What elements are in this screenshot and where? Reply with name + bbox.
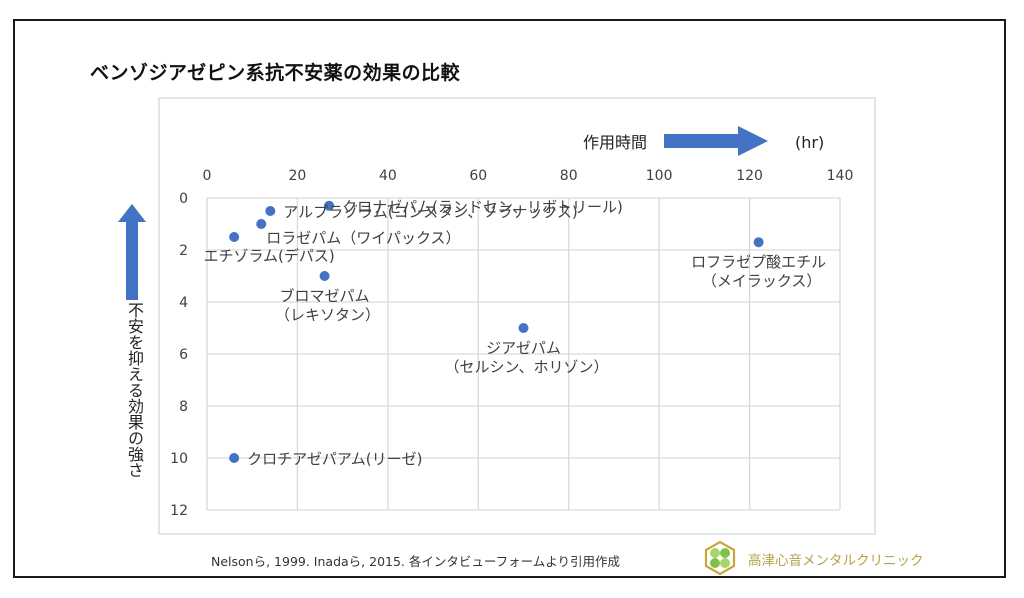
data-labels: クロナゼパム(ランドセン、リボトリール)アルプラゾラム(コンスタン、ソラナックス… [203,198,826,468]
page-title: ベンゾジアゼピン系抗不安薬の効果の比較 [90,62,461,84]
x-tick-label: 60 [469,168,487,184]
data-label: エチゾラム(デパス) [203,247,334,265]
data-points [229,200,764,463]
x-axis-arrow-icon [664,126,768,156]
data-point[interactable] [229,453,240,463]
data-point[interactable] [518,323,529,333]
x-tick-label: 0 [203,168,212,184]
data-point[interactable] [324,200,335,211]
data-label: ロラゼパム（ワイパックス） [266,229,460,247]
y-axis-label: 不安を抑える効果の強さ [125,302,144,478]
data-label: ブロマゼパム [280,287,370,305]
data-point[interactable] [753,237,764,248]
data-point[interactable] [265,206,276,216]
y-tick-label: 2 [179,243,188,259]
x-tick-label: 20 [289,168,307,184]
y-tick-label: 4 [179,295,188,311]
y-tick-label: 10 [170,451,188,467]
data-point[interactable] [256,219,267,229]
y-tick-label: 8 [179,399,188,415]
y-tick-label: 6 [179,347,188,363]
data-label: クロチアゼパアム(リーゼ) [247,450,422,468]
data-label: ジアゼパム [486,339,561,357]
chart-area [158,97,876,535]
gridlines [206,197,841,511]
x-tick-label: 100 [646,168,673,184]
x-tick-label: 120 [736,168,763,184]
data-label: （セルシン、ホリゾン） [444,358,608,376]
y-tick-label: 0 [179,191,188,207]
y-tick-label: 12 [170,503,188,519]
data-point[interactable] [319,271,330,281]
x-tick-label: 40 [379,168,397,184]
y-tick-labels: 0 2 4 6 8 10 12 [170,191,188,519]
data-label: （メイラックス） [702,272,822,290]
x-tick-label: 140 [827,168,854,184]
data-point[interactable] [229,232,240,242]
x-tick-label: 80 [560,168,578,184]
data-label: ロフラゼプ酸エチル [691,253,826,271]
clover-hexagon-logo-icon [704,540,736,576]
x-axis-unit: (hr) [795,133,824,152]
y-axis-arrow-icon [118,204,146,300]
data-label: （レキソタン） [275,306,380,324]
data-label: クロナゼパム(ランドセン、リボトリール) [342,198,623,216]
data-label: アルプラゾラム(コンスタン、ソラナックス) [283,203,577,221]
x-tick-labels: 0 20 40 60 80 100 120 140 [203,168,854,184]
x-axis-label: 作用時間 [583,133,647,152]
clinic-name: 高津心音メンタルクリニック [748,553,924,569]
source-citation: Nelsonら, 1999. Inadaら, 2015. 各インタビューフォーム… [211,554,620,569]
